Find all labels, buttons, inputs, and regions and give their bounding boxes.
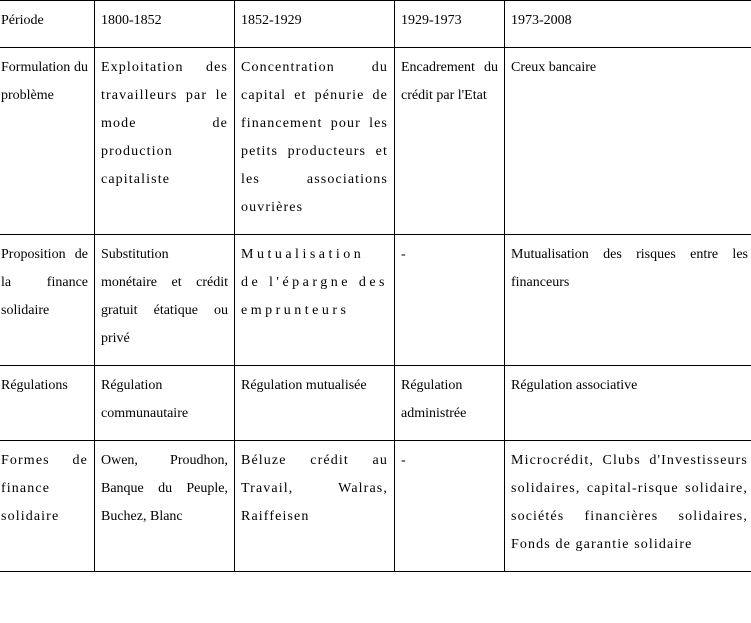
row-label: Formulation du problème <box>0 48 95 235</box>
cell: Béluze crédit au Travail, Walras, Raiffe… <box>235 441 395 572</box>
row-label: Proposition de la finance solidaire <box>0 235 95 366</box>
cell: Régulation mutualisée <box>235 366 395 441</box>
table-row: Formes de finance solidaire Owen, Proudh… <box>0 441 751 572</box>
cell: Mutualisation de l'épargne des emprunteu… <box>235 235 395 366</box>
cell: Substitution monétaire et crédit gratuit… <box>95 235 235 366</box>
table-row: Régulations Régulation communautaire Rég… <box>0 366 751 441</box>
cell: Exploitation des travailleurs par le mod… <box>95 48 235 235</box>
cell: Régulation associative <box>505 366 751 441</box>
header-period-1: 1852-1929 <box>235 1 395 48</box>
cell: Owen, Proudhon, Banque du Peuple, Buchez… <box>95 441 235 572</box>
table-row: Formulation du problème Exploitation des… <box>0 48 751 235</box>
header-period-2: 1929-1973 <box>395 1 505 48</box>
table-header-row: Période 1800-1852 1852-1929 1929-1973 19… <box>0 1 751 48</box>
cell: Mutualisation des risques entre les fina… <box>505 235 751 366</box>
finance-history-table: Période 1800-1852 1852-1929 1929-1973 19… <box>0 0 751 572</box>
cell: Régulation communautaire <box>95 366 235 441</box>
row-label: Formes de finance solidaire <box>0 441 95 572</box>
header-period-3: 1973-2008 <box>505 1 751 48</box>
cell: Régulation administrée <box>395 366 505 441</box>
cell: - <box>395 441 505 572</box>
header-label: Période <box>0 1 95 48</box>
cell: - <box>395 235 505 366</box>
table-row: Proposition de la finance solidaire Subs… <box>0 235 751 366</box>
cell: Creux bancaire <box>505 48 751 235</box>
cell: Encadrement du crédit par l'Etat <box>395 48 505 235</box>
cell: Concentration du capital et pénurie de f… <box>235 48 395 235</box>
row-label: Régulations <box>0 366 95 441</box>
header-period-0: 1800-1852 <box>95 1 235 48</box>
cell: Microcrédit, Clubs d'Investisseurs solid… <box>505 441 751 572</box>
